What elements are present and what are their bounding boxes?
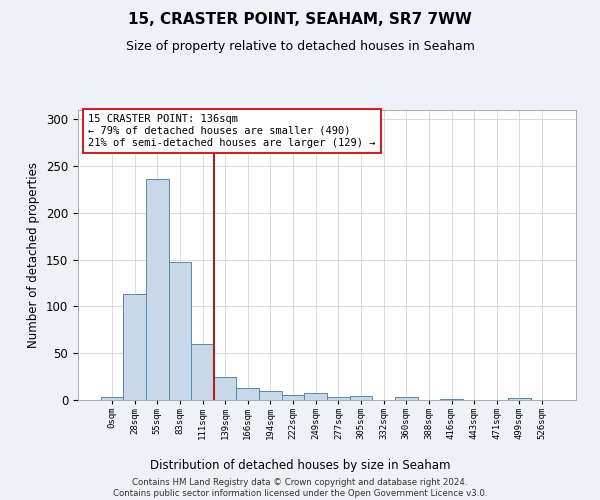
Bar (508, 398, 531, 400)
Bar (350, 396, 372, 400)
Text: Distribution of detached houses by size in Seaham: Distribution of detached houses by size … (150, 460, 450, 472)
Bar (282, 396, 304, 400)
Bar (304, 394, 327, 400)
Bar (123, 294, 146, 400)
Text: 15 CRASTER POINT: 136sqm
← 79% of detached houses are smaller (490)
21% of semi-: 15 CRASTER POINT: 136sqm ← 79% of detach… (88, 114, 376, 148)
Bar (169, 262, 191, 400)
Bar (146, 179, 169, 400)
Bar (191, 344, 214, 400)
Bar (259, 390, 282, 400)
Bar (440, 399, 463, 400)
Y-axis label: Number of detached properties: Number of detached properties (28, 162, 40, 348)
Text: Contains HM Land Registry data © Crown copyright and database right 2024.
Contai: Contains HM Land Registry data © Crown c… (113, 478, 487, 498)
Bar (395, 397, 418, 400)
Bar (101, 397, 123, 400)
Bar (214, 376, 236, 400)
Text: 15, CRASTER POINT, SEAHAM, SR7 7WW: 15, CRASTER POINT, SEAHAM, SR7 7WW (128, 12, 472, 28)
Bar (236, 388, 259, 400)
Bar (327, 397, 350, 400)
Text: Size of property relative to detached houses in Seaham: Size of property relative to detached ho… (125, 40, 475, 53)
